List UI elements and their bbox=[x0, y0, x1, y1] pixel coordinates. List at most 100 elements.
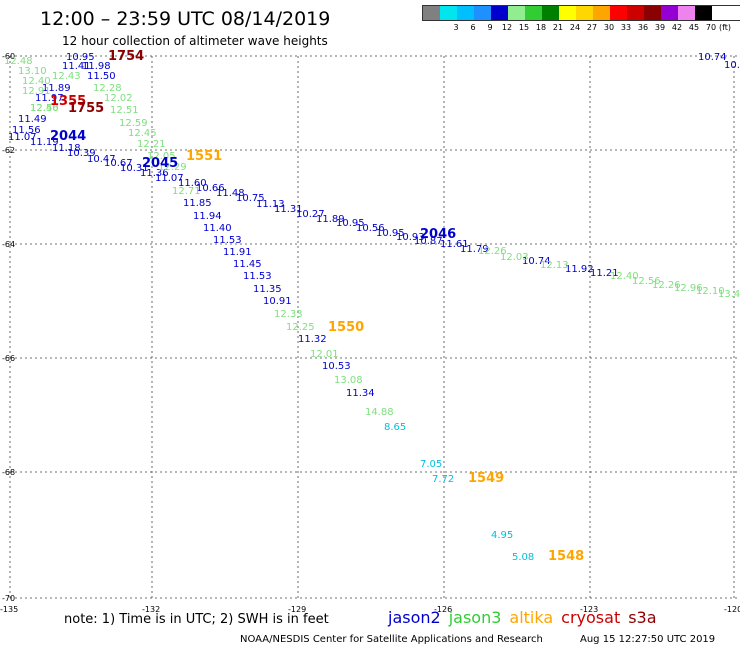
legend-unit: (ft) bbox=[718, 23, 732, 32]
wave-height-label: 12.26 bbox=[652, 280, 681, 291]
legend-swatch bbox=[695, 6, 712, 20]
wave-height-label: 10.53 bbox=[322, 361, 351, 372]
legend-swatch bbox=[491, 6, 508, 20]
wave-height-label: 11.94 bbox=[193, 211, 222, 222]
legend-swatch bbox=[474, 6, 491, 20]
wave-height-label: 11.92 bbox=[565, 264, 594, 275]
wave-height-label: 10.31 bbox=[120, 163, 149, 174]
wave-height-label: 13.44 bbox=[718, 289, 740, 300]
legend-swatch bbox=[508, 6, 525, 20]
wave-height-label: 11.97 bbox=[35, 93, 64, 104]
legend-label: 27 bbox=[586, 23, 598, 32]
wave-height-label: 12.56 bbox=[632, 276, 661, 287]
legend-label: 6 bbox=[470, 23, 476, 32]
legend-swatch bbox=[542, 6, 559, 20]
wave-height-label: 10.56 bbox=[356, 223, 385, 234]
longitude-tick-label: -123 bbox=[580, 605, 598, 614]
legend-swatch bbox=[593, 6, 610, 20]
legend-swatch bbox=[423, 6, 440, 20]
wave-height-label: 10.95 bbox=[336, 218, 365, 229]
wave-height-label: 10.47 bbox=[87, 154, 116, 165]
wave-height-label: 11.45 bbox=[233, 259, 262, 270]
wave-height-label: 11.56 bbox=[12, 125, 41, 136]
page-title: 12:00 – 23:59 UTC 08/14/2019 bbox=[40, 8, 331, 30]
wave-height-label: 10.67 bbox=[104, 158, 133, 169]
wave-height-label: 12.02 bbox=[104, 93, 133, 104]
wave-height-label: 12.40 bbox=[30, 103, 59, 114]
longitude-tick-label: -126 bbox=[434, 605, 452, 614]
latitude-tick-label: -60 bbox=[2, 52, 15, 61]
wave-height-label: 12.26 bbox=[478, 246, 507, 257]
legend-swatch bbox=[440, 6, 457, 20]
longitude-tick-label: -132 bbox=[142, 605, 160, 614]
wave-height-label: 12.05 bbox=[147, 151, 176, 162]
longitude-tick-label: -135 bbox=[0, 605, 18, 614]
wave-height-label: 11.21 bbox=[590, 268, 619, 279]
legend-label: 30 bbox=[603, 23, 615, 32]
wave-height-label: 12.96 bbox=[674, 283, 703, 294]
wave-height-label: 11.53 bbox=[213, 235, 242, 246]
wave-height-values: 10.9511.4111.9811.5011.8911.9711.4911.56… bbox=[4, 52, 740, 563]
longitude-tick-label: -120 bbox=[724, 605, 740, 614]
footer-timestamp: Aug 15 12:27:50 UTC 2019 bbox=[580, 634, 716, 645]
satellite-legend-altika: altika bbox=[509, 608, 554, 627]
wave-height-label: 10.95 bbox=[66, 52, 95, 63]
wave-height-label: 12.13 bbox=[540, 260, 569, 271]
map-grid bbox=[9, 55, 740, 599]
legend-label: 36 bbox=[637, 23, 649, 32]
satellite-legend: jason2 jason3 altika cryosat s3a bbox=[388, 608, 665, 627]
wave-height-label: 4.95 bbox=[491, 530, 513, 541]
pass-time-label: 2045 bbox=[142, 156, 178, 171]
wave-height-label: 11.31 bbox=[274, 204, 303, 215]
pass-time-label: 1755 bbox=[68, 101, 104, 116]
wave-height-label: 10.74 bbox=[522, 256, 551, 267]
wave-height-label: 12.40 bbox=[610, 271, 639, 282]
wave-height-label: 10.93 bbox=[396, 232, 425, 243]
pass-time-label: 1754 bbox=[108, 49, 144, 64]
latitude-tick-label: -68 bbox=[2, 468, 15, 477]
wave-height-label: 12.91 bbox=[22, 86, 51, 97]
legend-swatch bbox=[559, 6, 576, 20]
wave-height-label: 11.49 bbox=[18, 114, 47, 125]
wave-height-label: 11.48 bbox=[216, 188, 245, 199]
wave-height-label: 12.03 bbox=[500, 252, 529, 263]
wave-height-label: 11.89 bbox=[42, 83, 71, 94]
wave-height-label: 11.91 bbox=[223, 247, 252, 258]
wave-height-label: 10.75 bbox=[236, 193, 265, 204]
wave-height-label: 12.45 bbox=[128, 128, 157, 139]
wave-height-label: 12.43 bbox=[52, 71, 81, 82]
wave-height-label: 12.71 bbox=[172, 186, 201, 197]
wave-height-label: 10.95 bbox=[376, 228, 405, 239]
wave-height-label: 13.10 bbox=[18, 66, 47, 77]
wave-height-label: 11.07 bbox=[155, 173, 184, 184]
wave-height-label: 11.79 bbox=[460, 244, 489, 255]
wave-height-label: 11.19 bbox=[30, 137, 59, 148]
wave-height-label: 12.56 bbox=[30, 103, 59, 114]
legend-label: 42 bbox=[671, 23, 683, 32]
wave-height-label: 8.65 bbox=[384, 422, 406, 433]
legend-swatch bbox=[457, 6, 474, 20]
pass-time-label: 2046 bbox=[420, 227, 456, 242]
satellite-legend-s3a: s3a bbox=[628, 608, 657, 627]
latitude-tick-label: -66 bbox=[2, 354, 15, 363]
legend-label-row: 3 6 9 12 15 18 21 24 27 30 33 36 39 42 45 70 (ft) bbox=[422, 21, 740, 35]
longitude-tick-label: -129 bbox=[288, 605, 306, 614]
wave-height-label: 7.72 bbox=[432, 474, 454, 485]
wave-height-label: 11.53 bbox=[243, 271, 272, 282]
color-scale-legend: 3 6 9 12 15 18 21 24 27 30 33 36 39 42 45 70 (ft) bbox=[422, 5, 740, 35]
wave-height-label: 12.25 bbox=[286, 322, 315, 333]
legend-label: 33 bbox=[620, 23, 632, 32]
wave-height-label: 11.34 bbox=[346, 388, 375, 399]
wave-height-label: 11.60 bbox=[178, 178, 207, 189]
wave-height-label: 12.40 bbox=[22, 76, 51, 87]
pass-time-label: 1550 bbox=[328, 320, 364, 335]
legend-swatch-row bbox=[422, 5, 740, 21]
wave-height-label: 11.98 bbox=[82, 61, 111, 72]
wave-height-label: 11.35 bbox=[253, 284, 282, 295]
wave-height-label: 12.51 bbox=[110, 105, 139, 116]
wave-height-label: 14.88 bbox=[365, 407, 394, 418]
legend-label: 12 bbox=[501, 23, 513, 32]
wave-height-label: 10.90 bbox=[724, 60, 740, 71]
latitude-tick-label: -70 bbox=[2, 594, 15, 603]
